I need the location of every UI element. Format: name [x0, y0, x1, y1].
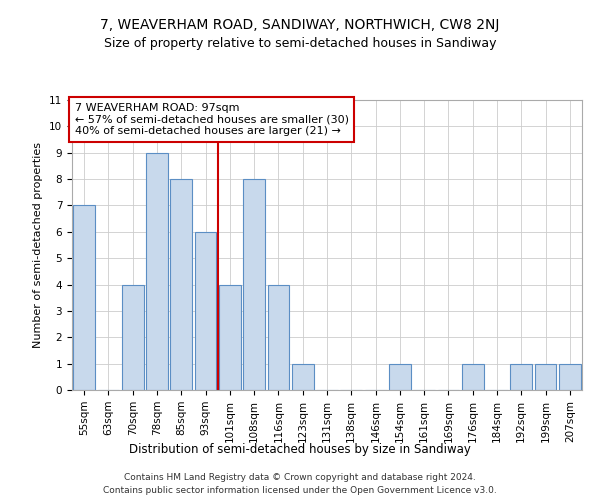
- Y-axis label: Number of semi-detached properties: Number of semi-detached properties: [34, 142, 43, 348]
- Bar: [389, 364, 411, 390]
- Bar: [122, 284, 143, 390]
- Bar: [194, 232, 217, 390]
- Bar: [462, 364, 484, 390]
- Bar: [73, 206, 95, 390]
- Text: Size of property relative to semi-detached houses in Sandiway: Size of property relative to semi-detach…: [104, 38, 496, 51]
- Bar: [268, 284, 289, 390]
- Bar: [535, 364, 556, 390]
- Bar: [170, 179, 192, 390]
- Text: 7 WEAVERHAM ROAD: 97sqm
← 57% of semi-detached houses are smaller (30)
40% of se: 7 WEAVERHAM ROAD: 97sqm ← 57% of semi-de…: [74, 103, 349, 136]
- Bar: [146, 152, 168, 390]
- Bar: [219, 284, 241, 390]
- Bar: [292, 364, 314, 390]
- Bar: [559, 364, 581, 390]
- Text: Distribution of semi-detached houses by size in Sandiway: Distribution of semi-detached houses by …: [129, 442, 471, 456]
- Text: 7, WEAVERHAM ROAD, SANDIWAY, NORTHWICH, CW8 2NJ: 7, WEAVERHAM ROAD, SANDIWAY, NORTHWICH, …: [100, 18, 500, 32]
- Bar: [243, 179, 265, 390]
- Text: Contains HM Land Registry data © Crown copyright and database right 2024.
Contai: Contains HM Land Registry data © Crown c…: [103, 474, 497, 495]
- Bar: [511, 364, 532, 390]
